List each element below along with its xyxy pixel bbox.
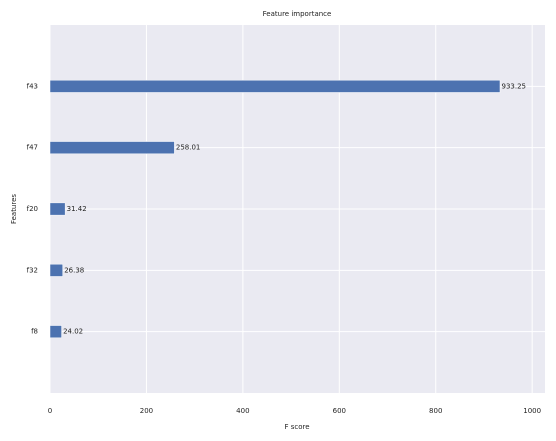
y-tick-label: f20 [27, 205, 38, 213]
x-tick-label: 200 [140, 407, 153, 415]
data-label: 24.02 [63, 328, 83, 336]
data-label: 933.25 [501, 82, 525, 90]
bar [49, 202, 66, 216]
y-tick-label: f32 [27, 266, 38, 274]
x-tick-label: 600 [333, 407, 346, 415]
x-tick-label: 0 [48, 407, 52, 415]
x-tick-label: 1000 [523, 407, 541, 415]
y-tick-label: f43 [27, 82, 38, 90]
data-label: 258.01 [176, 144, 201, 152]
bar [49, 325, 62, 339]
x-axis-label: F score [284, 423, 309, 431]
x-tick-label: 800 [429, 407, 442, 415]
y-tick-label: f8 [31, 328, 38, 336]
x-tick-label: 400 [236, 407, 249, 415]
data-label: 26.38 [64, 266, 84, 274]
y-axis-label: Features [10, 194, 18, 224]
bar [49, 141, 175, 155]
bar [49, 79, 501, 93]
bar [49, 263, 63, 277]
chart-title: Feature importance [263, 10, 332, 18]
y-tick-label: f47 [27, 144, 38, 152]
data-label: 31.42 [67, 205, 87, 213]
